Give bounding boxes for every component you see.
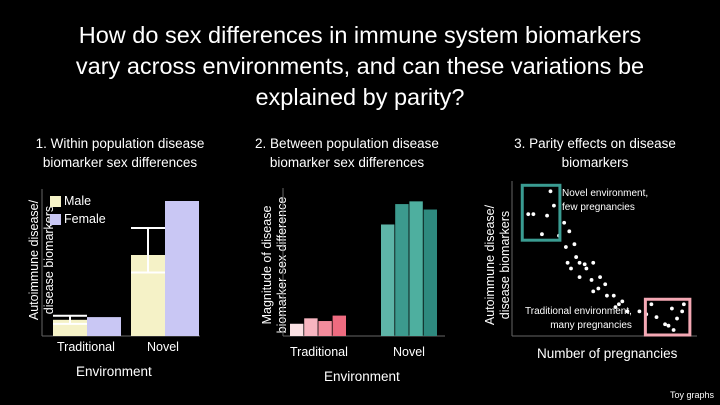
chart3-point bbox=[605, 293, 609, 298]
chart3-point bbox=[577, 275, 582, 279]
chart3-box-novel bbox=[520, 183, 562, 242]
legend-male-label: Male bbox=[64, 194, 92, 208]
chart2-bar-novel-1 bbox=[381, 224, 395, 336]
chart2-bar-traditional-2 bbox=[304, 318, 318, 336]
chart3-box-traditional bbox=[643, 297, 692, 337]
chart3-point bbox=[574, 255, 579, 259]
chart3-point bbox=[572, 242, 577, 247]
annotation-novel-line: Novel environment, bbox=[562, 188, 649, 199]
chart3-point bbox=[625, 309, 630, 314]
chart3-point bbox=[577, 260, 582, 265]
chart1-title-line: 1. Within population disease bbox=[35, 136, 205, 151]
chart3-point bbox=[681, 302, 686, 307]
footnote: Toy graphs bbox=[670, 390, 715, 400]
chart3-point bbox=[596, 286, 601, 291]
chart3-point bbox=[540, 232, 544, 237]
chart3-point bbox=[591, 289, 596, 294]
chart1-title-line: biomarker sex differences bbox=[42, 155, 198, 170]
annotation-traditional-line: many pregnancies bbox=[550, 320, 632, 331]
chart1-xtick-novel: Novel bbox=[147, 340, 179, 354]
chart2-bar-traditional-4 bbox=[332, 315, 346, 336]
chart3-point bbox=[620, 299, 625, 304]
chart3-title-line: 3. Parity effects on disease bbox=[514, 136, 676, 151]
chart3-point bbox=[654, 315, 659, 320]
chart3-point bbox=[680, 309, 685, 314]
chart3-point bbox=[545, 213, 549, 218]
chart3-point bbox=[582, 262, 587, 267]
chart3-point bbox=[671, 328, 676, 332]
title-line: How do sex differences in immune system … bbox=[78, 22, 642, 48]
chart1-bar-female-novel bbox=[165, 201, 199, 336]
chart1-xtick-traditional: Traditional bbox=[57, 340, 115, 354]
chart2-title-line: biomarker sex differences bbox=[269, 155, 425, 170]
chart3-point bbox=[567, 229, 572, 234]
annotation-novel-line: few pregnancies bbox=[562, 202, 635, 213]
chart3-point bbox=[569, 266, 573, 271]
chart2-xlabel: Environment bbox=[324, 369, 400, 384]
chart1-xlabel: Environment bbox=[76, 364, 152, 379]
chart3-title: 3. Parity effects on disease biomarkers bbox=[485, 134, 705, 172]
chart3-point bbox=[666, 323, 671, 328]
chart3-point bbox=[613, 305, 618, 310]
chart3-point bbox=[649, 302, 654, 307]
chart3-point bbox=[589, 278, 594, 282]
chart3-point bbox=[637, 309, 642, 314]
legend-female-label: Female bbox=[64, 212, 106, 226]
chart3-point bbox=[603, 282, 608, 287]
chart3-point bbox=[548, 189, 553, 194]
annotation-traditional-line: Traditional environment, bbox=[525, 306, 632, 317]
chart2-bar-novel-4 bbox=[423, 209, 437, 336]
chart3-title-line: biomarkers bbox=[561, 155, 629, 170]
chart2-title: 2. Between population disease biomarker … bbox=[232, 134, 462, 172]
chart3-point bbox=[611, 293, 616, 298]
title-line: explained by parity? bbox=[255, 84, 465, 110]
chart3-xlabel: Number of pregnancies bbox=[537, 346, 678, 361]
chart3-point bbox=[598, 275, 602, 279]
chart3-point bbox=[675, 316, 679, 321]
annotation-traditional: Traditional environment, many pregnancie… bbox=[525, 305, 632, 333]
title-line: vary across environments, and can these … bbox=[75, 53, 645, 79]
chart2-bar-novel-3 bbox=[409, 201, 423, 336]
chart3-point bbox=[562, 220, 567, 225]
annotation-novel: Novel environment, few pregnancies bbox=[562, 187, 648, 215]
chart1-bar-female-traditional bbox=[87, 317, 121, 336]
chart2-bar-traditional-3 bbox=[318, 321, 332, 336]
chart3-point bbox=[565, 260, 570, 265]
chart3-point bbox=[591, 260, 596, 265]
chart3-point bbox=[616, 302, 621, 307]
chart3-point bbox=[670, 306, 674, 311]
chart2-xtick-novel: Novel bbox=[393, 345, 425, 359]
legend-swatch-female bbox=[50, 214, 61, 225]
chart3-point bbox=[552, 203, 556, 208]
chart3-point bbox=[531, 212, 536, 217]
chart3-point bbox=[563, 245, 568, 249]
chart2-bar-traditional-1 bbox=[290, 323, 304, 336]
chart2-xtick-traditional: Traditional bbox=[290, 345, 348, 359]
chart3-point bbox=[584, 266, 589, 271]
chart2-title-line: 2. Between population disease bbox=[255, 136, 439, 151]
chart1-title: 1. Within population disease biomarker s… bbox=[0, 134, 240, 172]
main-title: How do sex differences in immune system … bbox=[0, 20, 720, 113]
chart3-point bbox=[663, 322, 667, 327]
chart2-bar-novel-2 bbox=[395, 204, 409, 336]
legend-swatch-male bbox=[50, 196, 61, 207]
chart3-point bbox=[526, 212, 531, 217]
